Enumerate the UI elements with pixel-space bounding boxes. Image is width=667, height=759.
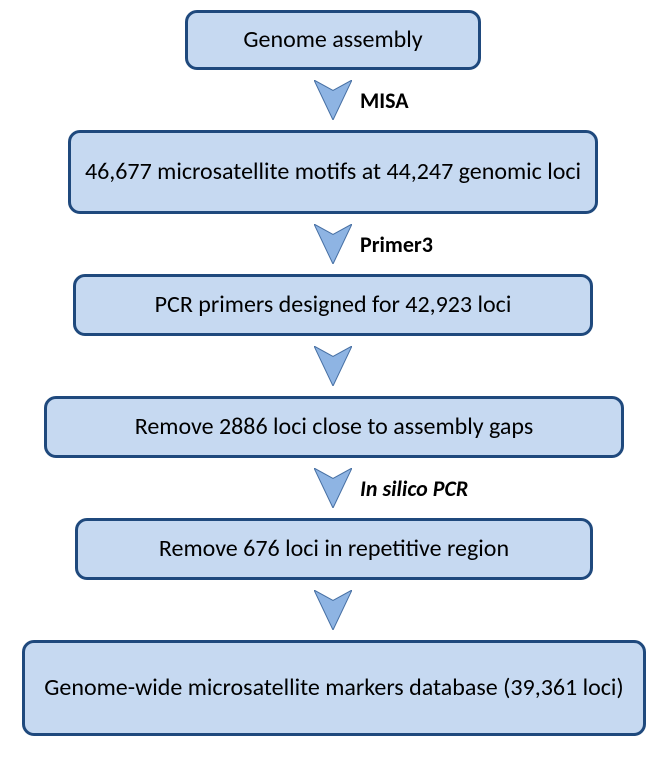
flow-arrow-2: Primer3 <box>314 224 433 264</box>
flow-arrow-label: MISA <box>360 87 409 114</box>
flow-arrow-4: In silico PCR <box>314 468 468 508</box>
flow-node-n5: Remove 676 loci in repetitive region <box>75 518 593 580</box>
flow-node-label: Remove 676 loci in repetitive region <box>88 535 580 563</box>
flowchart-canvas: Genome assembly 46,677 microsatellite mot… <box>0 0 667 759</box>
flow-node-n3: PCR primers designed for 42,923 loci <box>73 274 593 336</box>
flow-node-label: Genome-wide microsatellite markers datab… <box>35 674 633 702</box>
flow-node-label: 46,677 microsatellite motifs at 44,247 g… <box>81 158 585 186</box>
flow-node-label: Remove 2886 loci close to assembly gaps <box>57 413 611 441</box>
flow-arrow-label: Primer3 <box>360 231 433 258</box>
flow-node-n1: Genome assembly <box>185 10 481 70</box>
chevron-down-icon <box>314 224 352 264</box>
chevron-down-icon <box>314 468 352 508</box>
chevron-down-icon <box>314 80 352 120</box>
flow-arrow-3 <box>314 346 352 386</box>
flow-node-n2: 46,677 microsatellite motifs at 44,247 g… <box>68 130 598 214</box>
flow-arrow-1: MISA <box>314 80 409 120</box>
flow-node-n4: Remove 2886 loci close to assembly gaps <box>44 396 624 458</box>
flow-arrow-label: In silico PCR <box>360 475 468 502</box>
chevron-down-icon <box>314 346 352 386</box>
flow-node-label: PCR primers designed for 42,923 loci <box>86 291 580 319</box>
chevron-down-icon <box>314 590 352 630</box>
flow-node-n6: Genome-wide microsatellite markers datab… <box>22 640 646 736</box>
flow-arrow-5 <box>314 590 352 630</box>
flow-node-label: Genome assembly <box>198 26 468 54</box>
